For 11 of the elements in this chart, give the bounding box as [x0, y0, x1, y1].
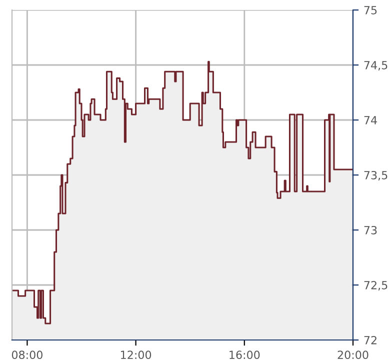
y-tick-label: 75	[364, 6, 377, 14]
y-tick-label: 72,5	[364, 280, 388, 291]
x-tick-label: 16:00	[230, 350, 260, 360]
x-tick-label: 08:00	[12, 350, 42, 360]
x-tick-label: 20:00	[338, 350, 368, 360]
y-tick-label: 73,5	[364, 170, 388, 181]
x-tick-label: 12:00	[121, 350, 152, 360]
y-tick-label: 73	[364, 226, 377, 234]
y-tick-label: 72	[364, 336, 376, 344]
y-tick-label: 74	[364, 116, 377, 124]
y-tick-label: 74,5	[364, 61, 388, 71]
